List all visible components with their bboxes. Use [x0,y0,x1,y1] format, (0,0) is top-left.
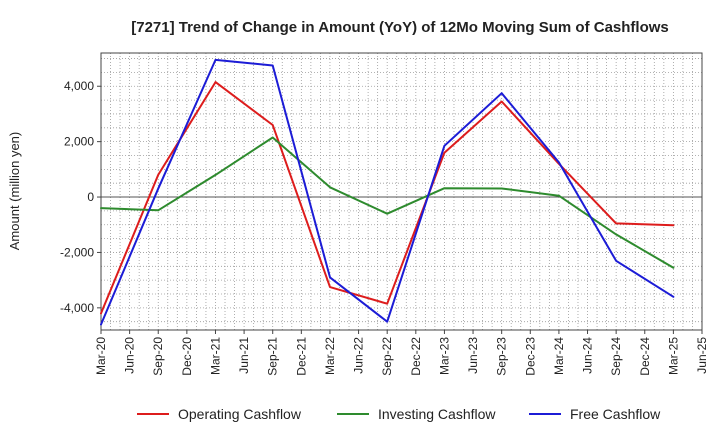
y-tick-label: 0 [87,190,94,204]
y-tick-label: -4,000 [60,301,94,315]
x-tick-label: Sep-21 [266,337,280,376]
x-tick-label: Sep-23 [495,337,509,376]
y-tick-label: -2,000 [60,245,94,259]
legend-label: Free Cashflow [570,406,661,422]
x-tick-label: Sep-20 [151,337,165,376]
x-tick-label: Jun-23 [466,337,480,374]
x-tick-label: Dec-21 [294,337,308,376]
chart-title: [7271] Trend of Change in Amount (YoY) o… [131,19,669,36]
y-tick-label: 4,000 [64,79,94,93]
x-tick-label: Mar-24 [552,337,566,375]
x-tick-label: Jun-21 [237,337,251,374]
x-tick-label: Mar-25 [666,337,680,375]
y-axis-label: Amount (million yen) [7,132,22,251]
plot-area [101,53,702,330]
legend-label: Operating Cashflow [178,406,302,422]
legend-label: Investing Cashflow [378,406,496,422]
x-tick-label: Jun-25 [695,337,709,374]
x-tick-label: Jun-24 [581,337,595,374]
x-tick-label: Jun-20 [123,337,137,374]
x-tick-label: Jun-22 [352,337,366,374]
x-tick-label: Mar-22 [323,337,337,375]
x-tick-label: Dec-20 [180,337,194,376]
x-tick-label: Sep-22 [380,337,394,376]
x-tick-label: Mar-20 [94,337,108,375]
x-tick-label: Dec-23 [523,337,537,376]
legend: Operating Cashflow Investing Cashflow Free… [137,406,661,422]
grid-layer [101,53,702,330]
x-tick-label: Sep-24 [609,337,623,376]
x-tick-label: Mar-21 [208,337,222,375]
x-tick-label: Mar-23 [437,337,451,375]
x-tick-label: Dec-22 [409,337,423,376]
x-tick-label: Dec-24 [638,337,652,376]
y-tick-label: 2,000 [64,135,94,149]
